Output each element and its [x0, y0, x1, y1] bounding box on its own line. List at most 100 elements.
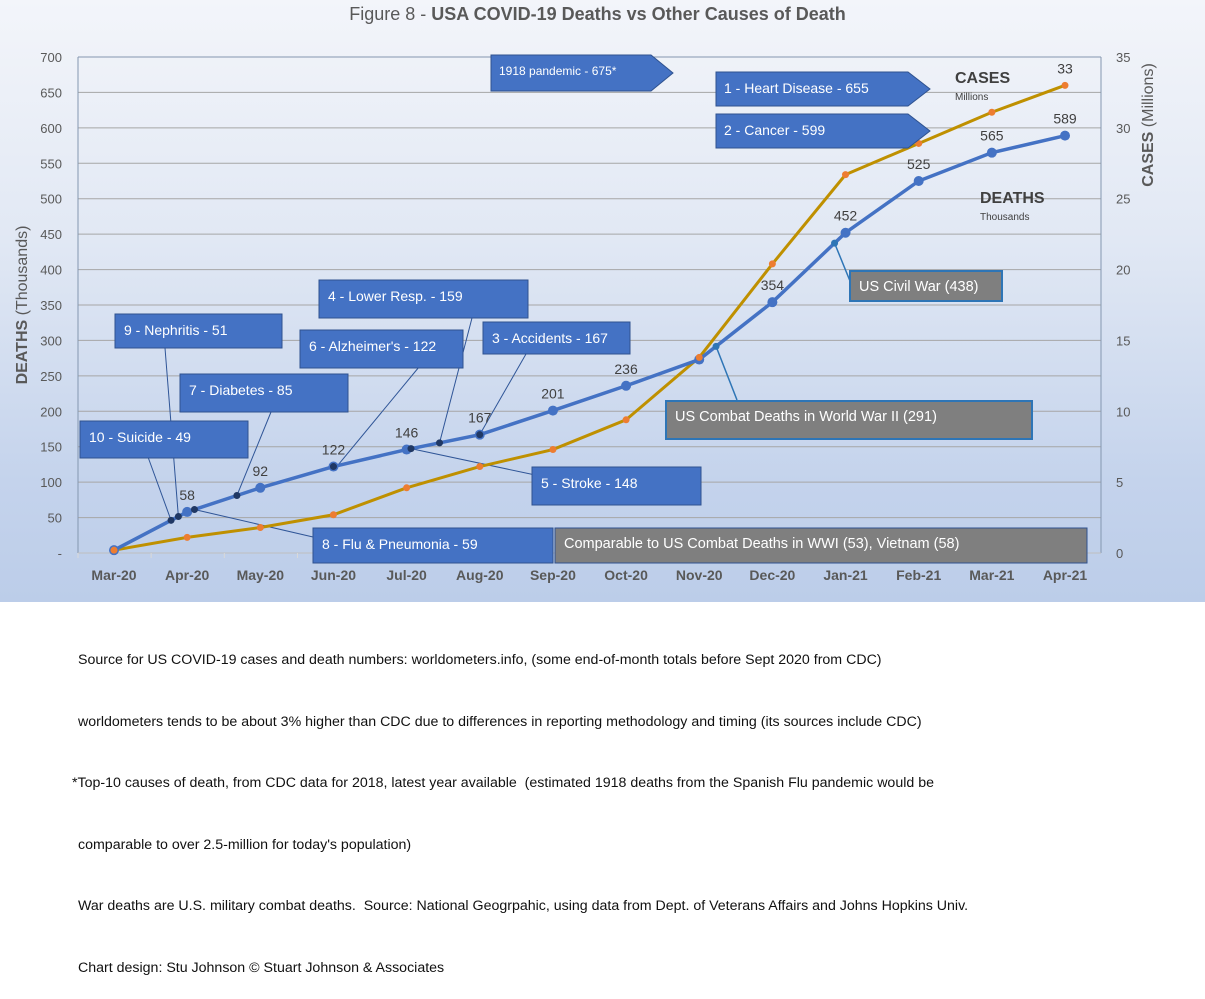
leader-line: [147, 456, 172, 521]
cases-marker: [110, 546, 118, 554]
war-annotation-box: [665, 400, 1033, 440]
annotation-box: [531, 466, 702, 506]
x-tick-label: Feb-21: [896, 567, 941, 583]
deaths-line: [113, 133, 1066, 552]
leader-dot: [233, 492, 241, 500]
cases-marker: [622, 416, 630, 424]
deaths-data-label: 589: [1053, 111, 1077, 127]
deaths-marker: [255, 482, 266, 493]
annotation-label: 1 - Heart Disease - 655: [724, 80, 869, 96]
deaths-data-label: 146: [395, 425, 419, 441]
footnote-line: War deaths are U.S. military combat deat…: [78, 898, 969, 914]
x-tick-label: Apr-20: [165, 567, 210, 583]
annotation-label: 6 - Alzheimer's - 122: [309, 338, 436, 354]
y-tick-label: 500: [40, 192, 62, 207]
y-tick-label: 150: [40, 440, 62, 455]
x-tick-label: Dec-20: [749, 567, 795, 583]
footnote-line: worldometers tends to be about 3% higher…: [78, 713, 922, 730]
cases-marker: [183, 533, 191, 541]
y-tick-label: -: [58, 546, 62, 561]
cases-marker: [549, 446, 557, 454]
x-tick-label: Apr-21: [1043, 567, 1088, 583]
leader-line: [410, 448, 541, 477]
leader-line: [194, 509, 314, 538]
deaths-data-label: 452: [834, 208, 858, 224]
annotation-arrow-box: [715, 71, 931, 107]
leader-line: [715, 346, 738, 401]
deaths-data-label: 525: [907, 156, 931, 172]
footnote-line: Source for US COVID-19 cases and death n…: [78, 652, 882, 668]
annotation-label: 4 - Lower Resp. - 159: [328, 288, 463, 304]
deaths-marker: [547, 405, 558, 416]
annotation-label: 8 - Flu & Pneumonia - 59: [322, 536, 478, 552]
annotation-label: 2 - Cancer - 599: [724, 122, 825, 138]
y-tick-label: 450: [40, 227, 62, 242]
cases-marker: [988, 108, 996, 116]
deaths-data-label: 167: [468, 410, 492, 426]
annotation-label: 3 - Accidents - 167: [492, 330, 608, 346]
annotation-arrow-box: [715, 113, 931, 149]
footnote-line: comparable to over 2.5-million for today…: [78, 836, 412, 853]
footnote-line: Chart design: Stu Johnson © Stuart Johns…: [78, 959, 445, 976]
cases-marker: [1061, 81, 1069, 89]
war-annotation-label: US Civil War (438): [859, 279, 979, 295]
cases-legend-subtitle: Millions: [955, 92, 988, 103]
leader-dot: [831, 239, 839, 247]
deaths-marker: [621, 380, 632, 391]
deaths-marker: [182, 506, 193, 517]
annotation-box: [312, 527, 554, 564]
cases-marker: [842, 171, 850, 179]
chart-area: Figure 8 - USA COVID-19 Deaths vs Other …: [0, 0, 1205, 602]
war-annotation-label: US Combat Deaths in World War II (291): [675, 409, 937, 425]
y2-tick-label: 10: [1116, 404, 1130, 419]
leader-dot: [436, 439, 444, 447]
chart-title: Figure 8 - USA COVID-19 Deaths vs Other …: [0, 4, 1195, 25]
leader-dot: [476, 431, 484, 439]
deaths-data-label: 122: [322, 442, 346, 458]
y-tick-label: 350: [40, 298, 62, 313]
footnote-line: *Top-10 causes of death, from CDC data f…: [72, 775, 934, 791]
x-tick-label: Nov-20: [676, 567, 723, 583]
leader-line: [333, 366, 420, 471]
deaths-marker: [986, 147, 997, 158]
leader-dot: [329, 463, 337, 471]
annotation-label: 5 - Stroke - 148: [541, 475, 638, 491]
y-tick-label: 250: [40, 369, 62, 384]
leader-dot: [174, 512, 182, 520]
leader-line: [439, 317, 473, 443]
annotation-label: 7 - Diabetes - 85: [189, 382, 293, 398]
x-tick-label: Jul-20: [386, 567, 427, 583]
deaths-data-label: 201: [541, 386, 565, 402]
annotation-label: 9 - Nephritis - 51: [124, 322, 228, 338]
deaths-data-label: 58: [179, 487, 195, 503]
y2-tick-label: 25: [1116, 192, 1130, 207]
y2-tick-label: 20: [1116, 263, 1130, 278]
deaths-marker: [767, 297, 778, 308]
annotation-label: 1918 pandemic - 675*: [499, 64, 617, 78]
y-tick-label: 600: [40, 121, 62, 136]
annotation-arrow-box: [490, 54, 674, 92]
deaths-legend-subtitle: Thousands: [980, 212, 1029, 223]
cases-data-label: 33: [1057, 60, 1073, 76]
deaths-data-label: 354: [761, 277, 785, 293]
y-tick-label: 100: [40, 475, 62, 490]
war-annotation-box: [849, 270, 1003, 302]
leader-dot: [167, 516, 175, 524]
y2-tick-label: 0: [1116, 546, 1123, 561]
cases-marker: [256, 523, 264, 531]
annotation-box: [179, 373, 349, 413]
y2-axis-title: CASES (Millions): [1140, 63, 1157, 187]
x-tick-label: Jan-21: [823, 567, 868, 583]
y-tick-label: 550: [40, 156, 62, 171]
cases-marker: [695, 353, 703, 361]
x-tick-label: Jun-20: [311, 567, 356, 583]
y-axis-title: DEATHS (Thousands): [14, 226, 31, 385]
leader-line: [236, 411, 272, 496]
deaths-data-label: 92: [253, 463, 269, 479]
y2-tick-label: 5: [1116, 475, 1123, 490]
leader-dot: [190, 505, 198, 513]
annotation-box: [114, 313, 283, 349]
x-tick-label: May-20: [237, 567, 285, 583]
deaths-marker: [913, 176, 924, 186]
y-tick-label: 700: [40, 50, 62, 65]
